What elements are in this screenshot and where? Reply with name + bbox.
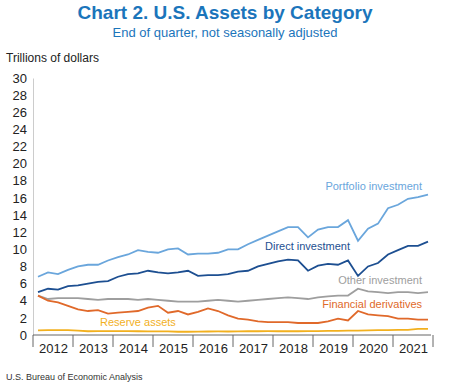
y-tick-label: 18 [13,173,27,188]
x-tick-label: 2019 [319,341,348,356]
year-separator [313,335,314,347]
year-separator [393,335,394,347]
x-tick: 2019 [319,335,348,356]
y-tick: 6 [20,276,33,291]
y-tick: 22 [13,139,33,154]
y-tick-label: 26 [13,105,27,120]
y-tick-label: 16 [13,191,27,206]
x-tick: 2012 [39,335,68,356]
y-axis-title: Trillions of dollars [6,51,99,65]
x-tick: 2015 [159,335,188,356]
y-axis: 024681012141618202224262830 [13,71,34,343]
x-tick-label: 2018 [279,341,308,356]
y-tick-label: 28 [13,88,27,103]
y-tick: 30 [13,71,33,86]
y-tick: 26 [13,105,33,120]
x-tick: 2013 [79,335,108,356]
y-tick: 24 [13,122,33,137]
title: Chart 2. U.S. Assets by Category [78,2,373,23]
year-separator [113,335,114,347]
year-separator [233,335,234,347]
y-tick: 28 [13,88,33,103]
y-tick: 2 [20,311,33,326]
y-tick-label: 24 [13,122,27,137]
series-label: Portfolio investment [325,180,422,192]
x-tick-label: 2014 [119,341,148,356]
y-tick-label: 4 [20,293,27,308]
y-tick: 14 [13,208,33,223]
source: U.S. Bureau of Economic Analysis [6,372,143,382]
series-label: Financial derivatives [322,298,422,310]
y-tick-label: 14 [13,208,27,223]
year-separator [273,335,274,347]
series-label: Reserve assets [100,316,176,328]
x-tick: 2020 [359,335,388,356]
y-tick: 8 [20,259,33,274]
lines [38,195,428,332]
series-line [38,242,428,293]
x-tick-label: 2015 [159,341,188,356]
series-line [38,296,428,323]
x-axis: 2012 2013 2014 2015 2016 2017 2018 2019 2020 2021 [33,335,433,356]
x-tick: 2021 [399,335,428,356]
year-separator [33,335,34,347]
x-tick-label: 2016 [199,341,228,356]
subtitle: End of quarter, not seasonally adjusted [113,25,338,40]
y-tick: 20 [13,156,33,171]
x-tick: 2016 [199,335,228,356]
year-separator [73,335,74,347]
year-separator [193,335,194,347]
y-tick: 4 [20,293,33,308]
y-tick-label: 20 [13,156,27,171]
y-axis-line [33,79,34,336]
y-tick-label: 2 [20,311,27,326]
y-tick: 18 [13,173,33,188]
series-line [38,195,428,277]
y-tick-label: 22 [13,139,27,154]
series-label: Other investment [338,274,422,286]
y-tick-label: 6 [20,276,27,291]
y-tick: 0 [20,328,33,343]
year-separator [353,335,354,347]
y-tick: 10 [13,242,33,257]
year-separator [153,335,154,347]
x-tick: 2014 [119,335,148,356]
y-tick: 12 [13,225,33,240]
year-separator [433,335,434,347]
y-tick: 16 [13,191,33,206]
x-tick-label: 2021 [399,341,428,356]
x-axis-line [33,335,431,336]
x-tick-label: 2013 [79,341,108,356]
series-label: Direct investment [265,240,350,252]
x-tick: 2018 [279,335,308,356]
x-tick-label: 2012 [39,341,68,356]
x-tick-label: 2020 [359,341,388,356]
x-tick: 2017 [239,335,268,356]
y-tick-label: 8 [20,259,27,274]
chart: Chart 2. U.S. Assets by Category End of q… [0,0,450,385]
y-tick-label: 0 [20,328,27,343]
x-tick-label: 2017 [239,341,268,356]
y-tick-label: 12 [13,225,27,240]
y-tick-label: 10 [13,242,27,257]
series-line [38,329,428,332]
y-tick-label: 30 [13,71,27,86]
